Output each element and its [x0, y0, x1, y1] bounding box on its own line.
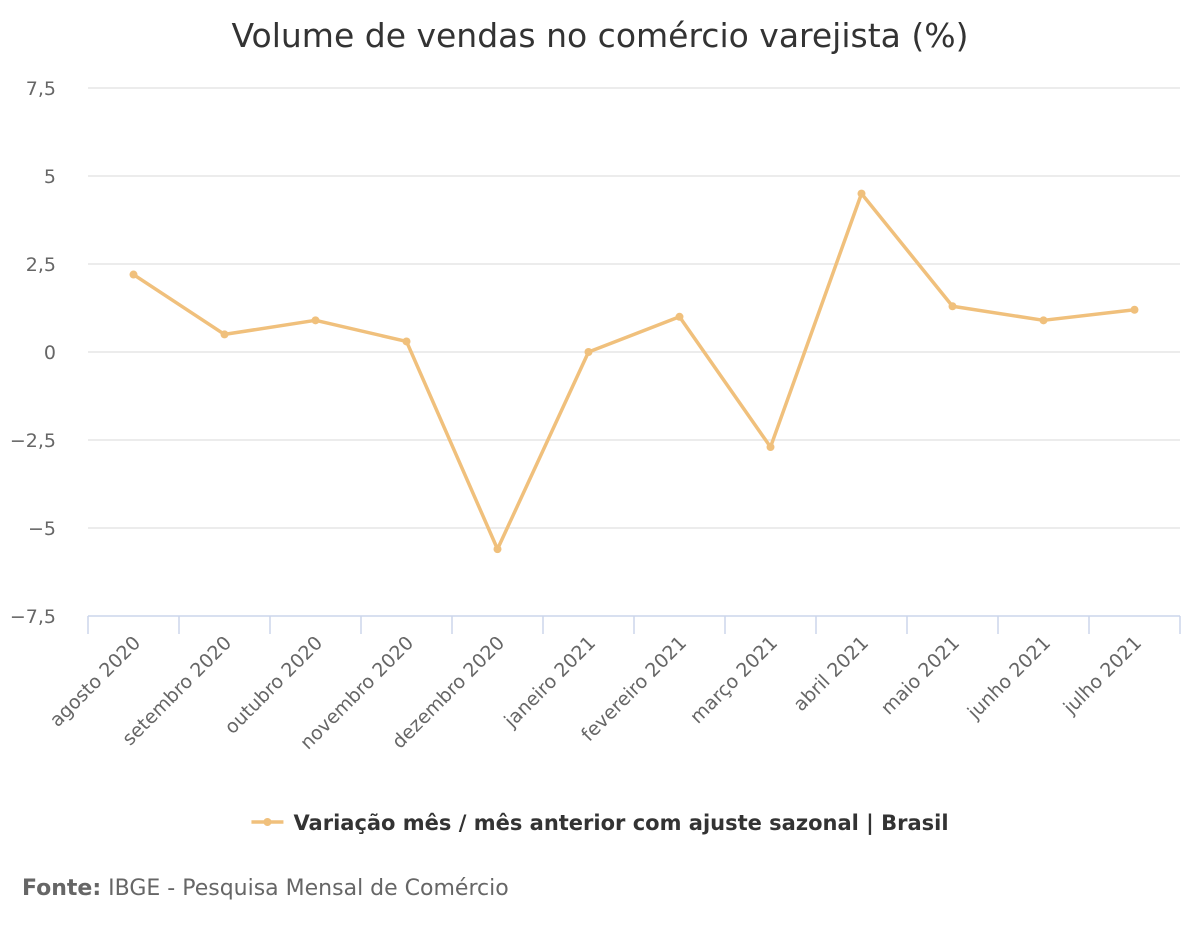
series-layer	[129, 189, 1139, 554]
data-point	[129, 270, 138, 279]
source-text: IBGE - Pesquisa Mensal de Comércio	[108, 876, 509, 901]
data-point	[1130, 305, 1139, 314]
x-tick-label: janeiro 2021	[499, 632, 600, 733]
y-tick-label: −5	[28, 518, 56, 540]
y-tick-label: −2,5	[10, 430, 56, 452]
legend[interactable]: Variação mês / mês anterior com ajuste s…	[251, 811, 949, 836]
x-tick-label: agosto 2020	[46, 632, 145, 731]
y-tick-label: 0	[44, 342, 56, 364]
y-axis-labels: 7,5 5 2,5 0 −2,5 −5 −7,5	[10, 78, 56, 628]
data-point	[220, 330, 229, 339]
x-tick-label: abril 2021	[789, 632, 873, 716]
source-note: Fonte: IBGE - Pesquisa Mensal de Comérci…	[22, 876, 509, 901]
x-tick-label: junho 2021	[963, 632, 1055, 724]
legend-label: Variação mês / mês anterior com ajuste s…	[293, 811, 948, 836]
data-point	[948, 302, 957, 311]
x-tick-label: março 2021	[686, 632, 782, 728]
grid-layer	[88, 87, 1180, 529]
y-tick-label: 2,5	[26, 254, 56, 276]
x-tick-label: julho 2021	[1059, 632, 1146, 719]
data-point	[493, 545, 502, 554]
y-tick-label: 7,5	[26, 78, 56, 100]
data-point	[402, 337, 411, 346]
y-tick-label: −7,5	[10, 606, 56, 628]
data-point	[766, 443, 775, 452]
data-point	[1039, 316, 1048, 325]
chart-title: Volume de vendas no comércio varejista (…	[232, 16, 969, 55]
data-point	[311, 316, 320, 325]
data-point	[584, 348, 593, 356]
source-label: Fonte:	[22, 876, 102, 901]
data-point	[675, 312, 684, 321]
series-line	[131, 191, 1137, 551]
legend-marker	[263, 818, 272, 826]
y-tick-label: 5	[44, 166, 56, 188]
data-point	[857, 189, 866, 198]
x-tick-label: maio 2021	[877, 632, 964, 719]
